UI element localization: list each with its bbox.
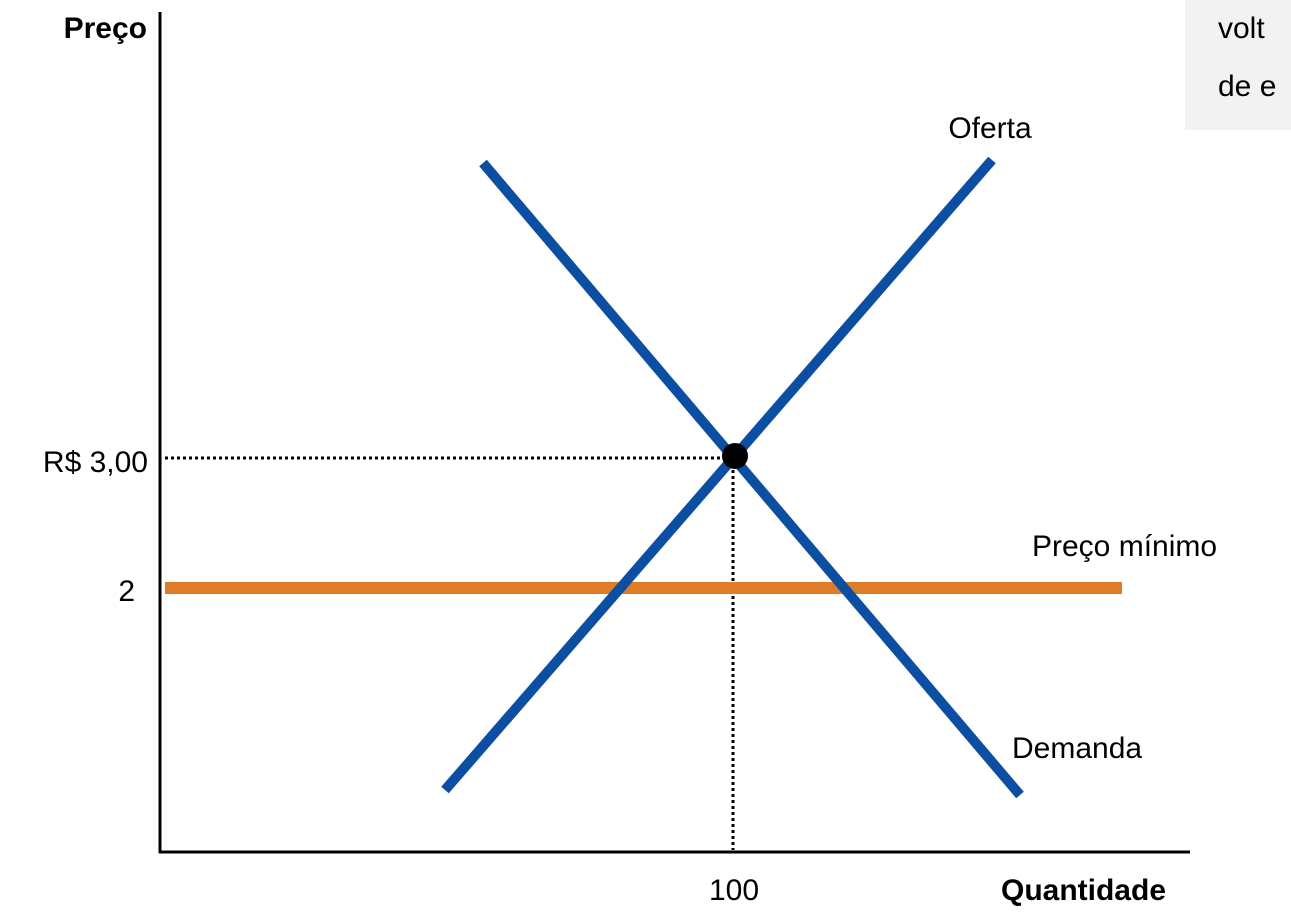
- y-axis-label: Preço: [64, 12, 147, 45]
- x-axis-label: Quantidade: [1001, 874, 1166, 907]
- demand-curve: [479, 159, 1024, 799]
- supply-label: Oferta: [948, 112, 1032, 145]
- demand-label: Demanda: [1012, 732, 1142, 765]
- note-line: de e: [1218, 70, 1276, 103]
- floor-label: Preço mínimo: [1032, 530, 1217, 563]
- equilibrium-point: [722, 443, 748, 469]
- quantity-label: 100: [709, 874, 759, 907]
- price-label: 2: [118, 575, 135, 608]
- price-label: R$ 3,00: [43, 446, 148, 479]
- note-box: [1185, 0, 1291, 130]
- supply-curve: [441, 156, 996, 794]
- note-line: volt: [1218, 12, 1265, 45]
